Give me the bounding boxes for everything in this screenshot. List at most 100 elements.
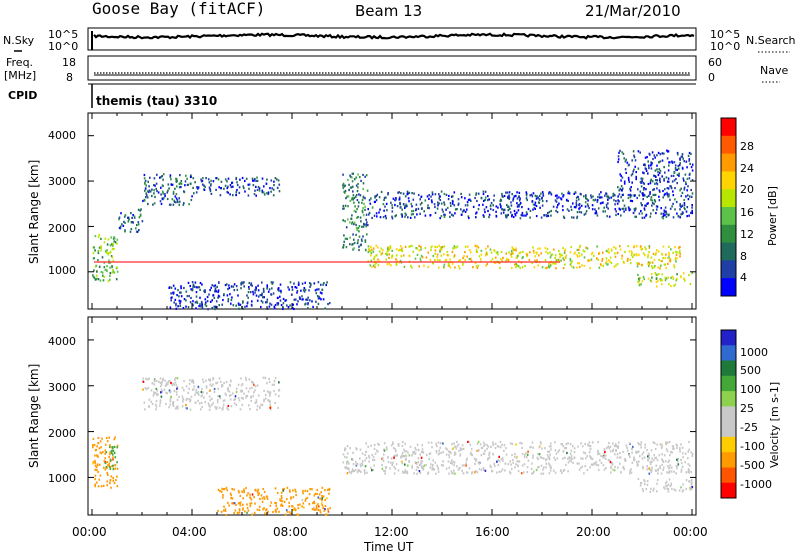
power-cell — [674, 167, 677, 170]
power-cell — [495, 210, 497, 213]
velocity-cell — [240, 389, 242, 392]
velocity-cell — [322, 495, 325, 498]
power-cell — [679, 208, 681, 211]
velocity-cell — [549, 469, 552, 472]
power-cell — [256, 188, 259, 192]
velocity-cell — [661, 445, 663, 448]
power-cell — [270, 303, 273, 306]
power-cell — [662, 217, 664, 220]
power-cell — [327, 303, 329, 306]
velocity-cell — [476, 442, 479, 445]
velocity-cell — [517, 465, 519, 468]
power-cell — [627, 196, 630, 200]
power-colorbar-swatch — [721, 278, 736, 297]
power-cell — [477, 264, 479, 267]
power-cell — [156, 189, 158, 193]
power-cell — [346, 237, 348, 240]
velocity-cell — [306, 489, 309, 493]
velocity-cell — [442, 442, 444, 445]
power-cell — [491, 257, 494, 261]
power-cell — [355, 184, 358, 187]
power-cell — [202, 177, 204, 180]
power-cell — [194, 181, 196, 184]
velocity-cell — [153, 379, 156, 382]
power-cell — [648, 246, 651, 249]
power-cell — [244, 179, 246, 183]
velocity-cell — [510, 463, 512, 466]
velocity-cell — [99, 440, 102, 443]
power-cell — [394, 203, 396, 207]
power-cell — [271, 187, 273, 190]
velocity-cell — [554, 458, 557, 461]
velocity-cell — [526, 453, 529, 456]
velocity-cell — [642, 489, 644, 493]
power-cell — [304, 281, 306, 284]
power-cell — [657, 173, 660, 177]
velocity-cell — [230, 494, 232, 497]
power-cell — [452, 200, 454, 203]
power-cell — [199, 288, 201, 291]
power-cell — [682, 157, 684, 160]
velocity-cell — [651, 460, 653, 463]
velocity-cell — [253, 511, 256, 514]
power-cell — [199, 296, 201, 299]
velocity-cell — [429, 452, 432, 455]
power-cell — [534, 194, 537, 197]
nsky-tick-top: 10^5 — [48, 28, 78, 41]
power-cell — [547, 214, 550, 217]
power-cell — [476, 199, 478, 203]
velocity-cell — [372, 458, 374, 461]
velocity-cell — [497, 445, 500, 448]
power-cell — [246, 301, 249, 304]
power-cell — [323, 282, 325, 285]
power-cell — [470, 260, 473, 263]
velocity-cell — [640, 446, 642, 449]
velocity-cell — [206, 392, 208, 395]
station-title: Goose Bay (fitACF) — [92, 0, 265, 18]
power-cell — [147, 190, 150, 194]
power-cell — [660, 207, 662, 210]
velocity-cell — [185, 403, 187, 407]
power-cell — [261, 301, 264, 304]
power-cell — [362, 195, 365, 198]
power-cell — [357, 186, 359, 189]
velocity-cell — [681, 465, 684, 468]
power-cell — [663, 152, 665, 155]
velocity-cell — [493, 462, 495, 465]
velocity-cell — [682, 483, 684, 486]
power-cell — [308, 289, 310, 292]
power-cell — [434, 249, 437, 252]
velocity-cell — [451, 443, 453, 446]
power-cell — [596, 214, 599, 217]
power-cell — [439, 259, 441, 262]
power-cell — [549, 251, 551, 254]
power-cell — [614, 208, 617, 211]
power-cell — [649, 192, 651, 195]
velocity-cell — [243, 491, 245, 494]
power-cell — [290, 293, 293, 296]
power-cell — [684, 173, 687, 176]
power-cell — [691, 192, 694, 195]
nave-label: Nave — [760, 64, 788, 77]
velocity-cell — [190, 395, 193, 398]
power-cell — [674, 198, 676, 201]
power-cell — [680, 194, 683, 198]
power-cell — [261, 177, 264, 180]
velocity-cell — [390, 457, 393, 460]
power-cell — [277, 303, 279, 306]
velocity-cell — [539, 456, 542, 459]
velocity-cell — [459, 447, 462, 450]
velocity-cell — [648, 454, 651, 457]
power-cell — [266, 284, 268, 287]
velocity-cell — [295, 493, 297, 497]
power-cell — [427, 265, 429, 269]
power-cell — [361, 201, 363, 204]
power-cell — [628, 207, 630, 210]
velocity-cell — [680, 458, 682, 461]
power-cell — [395, 214, 397, 217]
power-cell — [342, 243, 345, 247]
power-cell — [178, 295, 180, 298]
velocity-cell — [213, 387, 216, 391]
velocity-cell — [382, 453, 385, 456]
velocity-cell — [171, 383, 173, 386]
